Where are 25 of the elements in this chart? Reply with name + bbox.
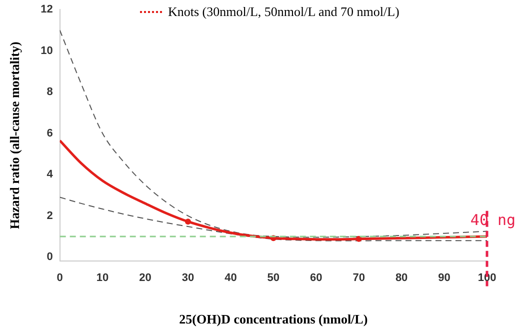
y-tick-label: 4 (46, 168, 54, 181)
x-tick-label: 40 (224, 272, 237, 284)
x-axis-title: 25(OH)D concentrations (nmol/L) (179, 312, 368, 327)
point (184, 218, 191, 225)
y-tick-label: 2 (46, 210, 53, 222)
y-tick-label: 10 (40, 44, 53, 57)
x-tick-label: 60 (310, 272, 322, 284)
y-tick-label: 6 (46, 127, 53, 140)
y-tick-label: 8 (46, 86, 53, 98)
x-tick-label: 50 (267, 272, 280, 284)
x-tick-label: 100 (478, 272, 496, 284)
y-tick-label: 0 (46, 251, 53, 264)
legend-label: Knots (30nmol/L, 50nmol/L and 70 nmol/L) (168, 4, 400, 20)
y-tick-label: 12 (40, 4, 53, 16)
x-tick-label: 80 (395, 272, 408, 284)
x-tick-label: 20 (139, 272, 152, 284)
line-series (60, 139, 487, 241)
y-axis-title: Hazard ratio (all-cause mortality) (7, 42, 22, 230)
x-tick-label: 70 (352, 272, 365, 284)
x-tick-label: 0 (56, 272, 63, 284)
point (356, 236, 362, 242)
x-tick-label: 90 (438, 272, 450, 284)
x-tick-label: 30 (182, 272, 194, 284)
x-tick-label: 10 (96, 272, 109, 284)
line-series (60, 196, 487, 242)
